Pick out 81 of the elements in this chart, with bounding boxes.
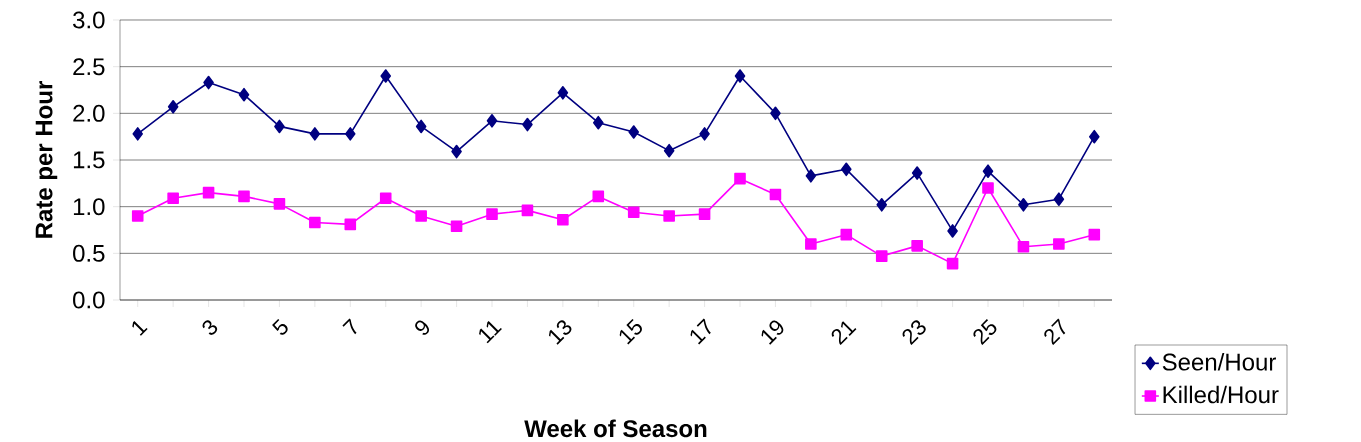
point bbox=[415, 119, 427, 134]
legend-label: Seen/Hour bbox=[1162, 352, 1276, 371]
x-tick-label: 11 bbox=[479, 321, 502, 344]
point bbox=[521, 204, 534, 217]
point bbox=[627, 206, 640, 219]
point bbox=[131, 210, 144, 222]
point bbox=[805, 169, 817, 183]
point bbox=[522, 117, 533, 132]
point bbox=[557, 213, 569, 226]
y-tick-label: 0.5 bbox=[73, 244, 105, 262]
point bbox=[203, 75, 214, 90]
point bbox=[380, 69, 392, 83]
x-tick-label: 3 bbox=[202, 320, 218, 335]
point bbox=[309, 127, 321, 141]
point bbox=[450, 220, 463, 233]
point bbox=[699, 127, 710, 141]
x-tick-label: 9 bbox=[415, 320, 430, 335]
x-tick-label: 25 bbox=[973, 319, 997, 346]
point bbox=[1017, 241, 1030, 253]
y-tick-label: 0.0 bbox=[73, 291, 105, 309]
point bbox=[1053, 238, 1065, 250]
point bbox=[415, 210, 427, 222]
y-axis-title: Rate per Hour bbox=[35, 81, 58, 238]
point bbox=[734, 172, 746, 185]
point bbox=[911, 240, 923, 252]
point bbox=[592, 115, 604, 130]
point bbox=[770, 106, 781, 121]
x-tick-label: 17 bbox=[690, 318, 711, 345]
x-tick-label: 23 bbox=[902, 320, 926, 346]
point bbox=[167, 192, 179, 205]
point bbox=[1018, 198, 1029, 212]
x-tick-label: 1 bbox=[132, 321, 148, 336]
point bbox=[911, 166, 923, 180]
point bbox=[557, 86, 569, 100]
point bbox=[592, 190, 605, 203]
point bbox=[840, 162, 852, 177]
x-tick-label: 13 bbox=[548, 320, 572, 345]
point bbox=[344, 218, 357, 231]
y-tick-label: 2.5 bbox=[73, 58, 105, 76]
point bbox=[947, 224, 958, 238]
point bbox=[982, 164, 994, 178]
point bbox=[202, 186, 215, 199]
point bbox=[698, 208, 711, 220]
point bbox=[309, 216, 321, 229]
point bbox=[805, 238, 817, 250]
y-tick-label: 3.0 bbox=[73, 11, 105, 29]
point bbox=[875, 250, 888, 262]
point bbox=[379, 192, 392, 205]
point bbox=[734, 69, 746, 83]
point bbox=[663, 210, 675, 222]
point bbox=[1088, 228, 1101, 241]
point bbox=[132, 127, 144, 141]
point bbox=[982, 182, 994, 194]
x-tick-label: 15 bbox=[619, 318, 642, 345]
point bbox=[840, 228, 853, 241]
point bbox=[167, 100, 179, 114]
point bbox=[1089, 129, 1100, 144]
x-tick-label: 19 bbox=[761, 320, 784, 345]
x-tick-label: 27 bbox=[1044, 318, 1066, 346]
point bbox=[1053, 192, 1065, 206]
point bbox=[876, 198, 888, 212]
point bbox=[486, 114, 498, 128]
y-tick-label: 2.0 bbox=[73, 104, 105, 122]
point bbox=[663, 143, 675, 158]
y-tick-label: 1.0 bbox=[73, 198, 105, 216]
x-axis-title: Week of Season bbox=[524, 419, 707, 438]
point bbox=[344, 127, 356, 141]
point bbox=[274, 119, 285, 134]
point bbox=[451, 144, 462, 159]
x-tick-label: 21 bbox=[831, 321, 857, 346]
point bbox=[946, 257, 959, 270]
y-tick-label: 1.5 bbox=[73, 151, 105, 169]
point bbox=[238, 87, 250, 102]
point bbox=[628, 125, 640, 139]
point bbox=[769, 188, 782, 201]
point bbox=[238, 190, 250, 203]
x-tick-label: 5 bbox=[272, 318, 288, 335]
x-tick-label: 7 bbox=[342, 318, 357, 335]
point bbox=[273, 198, 286, 210]
legend-label: Killed/Hour bbox=[1163, 385, 1279, 404]
point bbox=[486, 208, 498, 220]
